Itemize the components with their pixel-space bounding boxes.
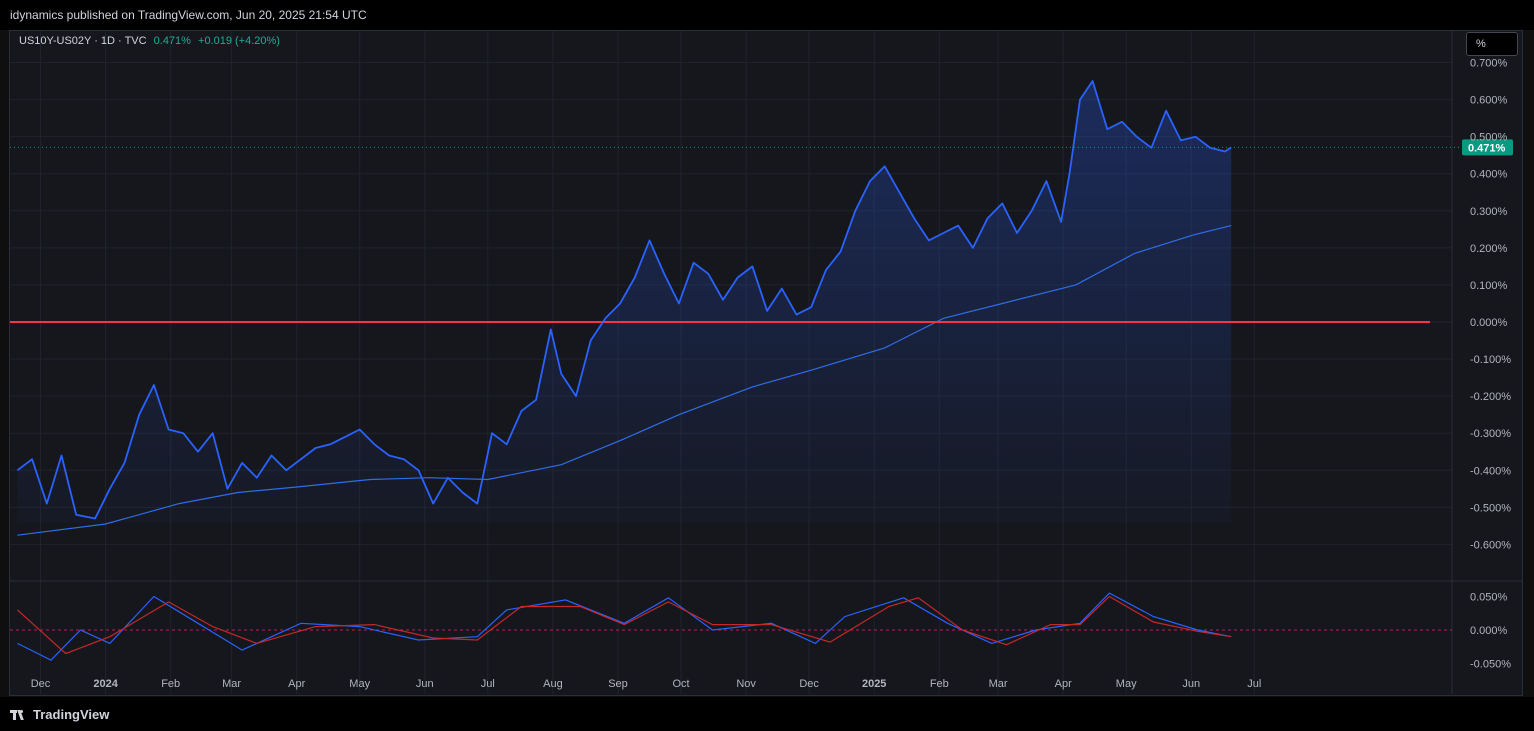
y-tick-label: 0.600% bbox=[1470, 95, 1508, 107]
x-tick-label: Jul bbox=[481, 678, 495, 690]
price-area bbox=[17, 81, 1232, 523]
last-price-badge bbox=[1462, 139, 1513, 156]
osc-tick-label: -0.050% bbox=[1470, 659, 1511, 671]
x-tick-label: Dec bbox=[799, 678, 819, 690]
tradingview-logo-icon bbox=[10, 709, 28, 720]
publisher-bar: idynamics published on TradingView.com, … bbox=[0, 0, 1534, 30]
y-tick-label: -0.100% bbox=[1470, 354, 1511, 366]
x-tick-label: Jul bbox=[1247, 678, 1261, 690]
chart-legend: US10Y-US02Y · 1D · TVC 0.471% +0.019 (+4… bbox=[19, 35, 280, 47]
x-tick-label: 2025 bbox=[862, 678, 886, 690]
x-tick-label: 2024 bbox=[93, 678, 118, 690]
y-tick-label: 0.700% bbox=[1470, 58, 1508, 70]
x-tick-label: Nov bbox=[736, 678, 756, 690]
osc-tick-label: 0.050% bbox=[1470, 592, 1508, 604]
y-tick-label: -0.200% bbox=[1470, 391, 1511, 403]
y-tick-label: 0.500% bbox=[1470, 132, 1508, 144]
y-tick-label: 0.400% bbox=[1470, 169, 1508, 181]
ma-line bbox=[17, 225, 1232, 536]
unit-label: % bbox=[1476, 38, 1486, 50]
x-tick-label: Aug bbox=[543, 678, 563, 690]
osc-tick-label: 0.000% bbox=[1470, 625, 1508, 637]
y-tick-label: 0.300% bbox=[1470, 206, 1508, 218]
x-tick-label: May bbox=[1116, 678, 1137, 690]
x-tick-label: Feb bbox=[161, 678, 180, 690]
last-price-label: 0.471% bbox=[1468, 142, 1506, 154]
legend-change: +0.019 (+4.20%) bbox=[198, 35, 280, 47]
y-tick-label: -0.500% bbox=[1470, 502, 1511, 514]
legend-symbol: US10Y-US02Y · 1D · TVC bbox=[19, 35, 147, 47]
x-tick-label: Jun bbox=[1182, 678, 1200, 690]
y-tick-label: -0.400% bbox=[1470, 465, 1511, 477]
x-tick-label: Feb bbox=[930, 678, 949, 690]
y-tick-label: -0.300% bbox=[1470, 428, 1511, 440]
x-tick-label: Dec bbox=[31, 678, 51, 690]
x-tick-label: Oct bbox=[672, 678, 689, 690]
y-tick-label: 0.200% bbox=[1470, 243, 1508, 255]
x-tick-label: May bbox=[349, 678, 370, 690]
oscillator-line bbox=[17, 592, 1232, 661]
signal-line bbox=[16, 595, 1232, 655]
price-line bbox=[16, 80, 1232, 520]
x-tick-label: Mar bbox=[989, 678, 1008, 690]
y-tick-label: 0.000% bbox=[1470, 317, 1508, 329]
legend-value: 0.471% bbox=[153, 35, 191, 47]
publisher-text: idynamics published on TradingView.com, … bbox=[10, 8, 367, 22]
x-tick-label: Jun bbox=[416, 678, 434, 690]
y-tick-label: 0.100% bbox=[1470, 280, 1508, 292]
y-tick-label: -0.600% bbox=[1470, 539, 1511, 551]
x-tick-label: Mar bbox=[222, 678, 241, 690]
footer-bar: TradingView bbox=[0, 697, 1534, 731]
x-tick-label: Sep bbox=[608, 678, 628, 690]
unit-button[interactable]: % bbox=[1466, 32, 1518, 56]
footer-brand: TradingView bbox=[33, 706, 110, 722]
x-tick-label: Apr bbox=[1055, 678, 1072, 690]
x-tick-label: Apr bbox=[288, 678, 305, 690]
